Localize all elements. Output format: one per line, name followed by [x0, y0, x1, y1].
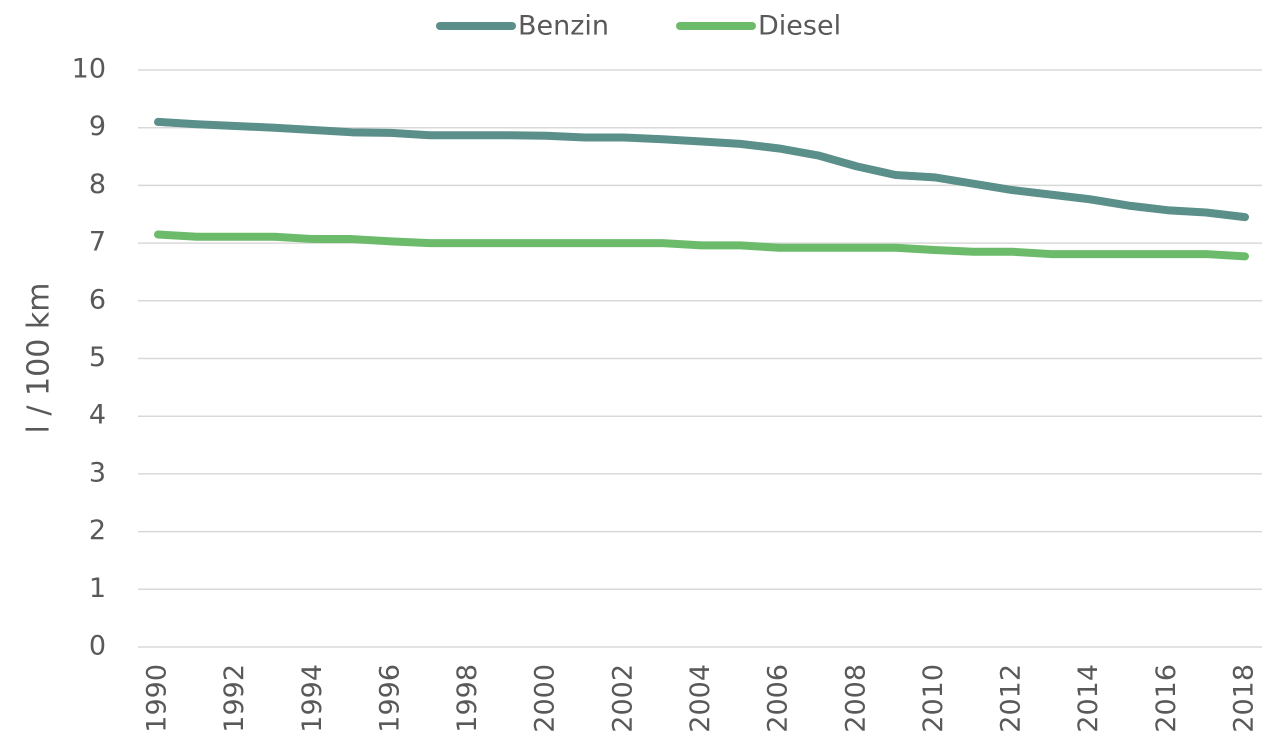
y-tick-label: 6 [89, 284, 106, 315]
y-axis-label: l / 100 km [22, 283, 57, 434]
y-tick-label: 8 [89, 169, 106, 200]
y-tick-label: 3 [89, 457, 106, 488]
x-tick-label: 2014 [1073, 664, 1104, 733]
y-tick-label: 9 [89, 111, 106, 142]
y-tick-label: 5 [89, 342, 106, 373]
x-tick-label: 2002 [607, 664, 638, 733]
x-tick-label: 2018 [1229, 664, 1260, 733]
x-tick-label: 1998 [452, 664, 483, 733]
x-tick-label: 1992 [219, 664, 250, 733]
x-tick-label: 2000 [530, 664, 561, 733]
x-tick-label: 2008 [840, 664, 871, 733]
line [154, 117, 1249, 222]
line [154, 230, 1249, 261]
y-tick-label: 2 [89, 515, 106, 546]
y-tick-label: 1 [89, 573, 106, 604]
y-tick-label: 0 [89, 631, 106, 662]
y-tick-label: 4 [89, 400, 106, 431]
y-tick-label: 7 [89, 227, 106, 258]
y-tick-label: 10 [72, 54, 106, 85]
x-tick-label: 2004 [685, 664, 716, 733]
x-tick-label: 1990 [142, 664, 173, 733]
x-tick-label: 2006 [763, 664, 794, 733]
x-tick-label: 2012 [996, 664, 1027, 733]
legend-label: Benzin [518, 11, 609, 42]
x-tick-label: 1996 [374, 664, 405, 733]
x-tick-label: 2010 [918, 664, 949, 733]
x-tick-label: 2016 [1151, 664, 1182, 733]
legend-label: Diesel [758, 11, 841, 42]
x-tick-label: 1994 [297, 664, 328, 733]
